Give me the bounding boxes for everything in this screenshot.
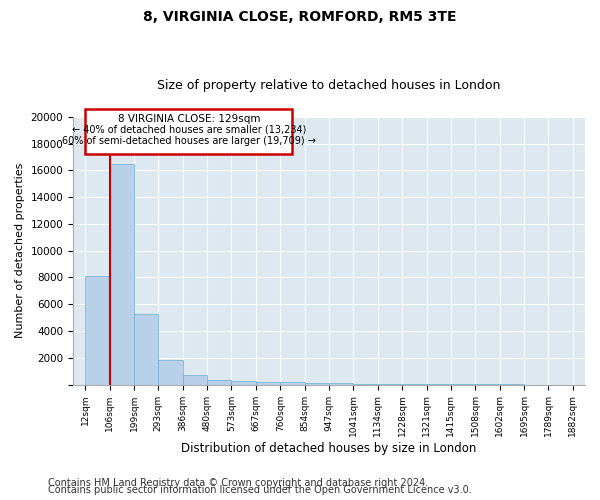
Text: Contains HM Land Registry data © Crown copyright and database right 2024.: Contains HM Land Registry data © Crown c… [48, 478, 428, 488]
Text: 8, VIRGINIA CLOSE, ROMFORD, RM5 3TE: 8, VIRGINIA CLOSE, ROMFORD, RM5 3TE [143, 10, 457, 24]
Title: Size of property relative to detached houses in London: Size of property relative to detached ho… [157, 79, 501, 92]
Bar [158, 360, 183, 384]
Bar [85, 108, 292, 154]
Text: ← 40% of detached houses are smaller (13,234): ← 40% of detached houses are smaller (13… [71, 125, 306, 135]
Text: 8 VIRGINIA CLOSE: 129sqm: 8 VIRGINIA CLOSE: 129sqm [118, 114, 260, 124]
Y-axis label: Number of detached properties: Number of detached properties [15, 163, 25, 338]
Bar [232, 381, 256, 384]
Text: Contains public sector information licensed under the Open Government Licence v3: Contains public sector information licen… [48, 485, 472, 495]
Bar [256, 382, 280, 384]
Bar [305, 382, 329, 384]
Bar [110, 164, 134, 384]
Bar [85, 276, 110, 384]
X-axis label: Distribution of detached houses by size in London: Distribution of detached houses by size … [181, 442, 477, 455]
Text: 60% of semi-detached houses are larger (19,709) →: 60% of semi-detached houses are larger (… [62, 136, 316, 145]
Bar [183, 375, 207, 384]
Bar [134, 314, 158, 384]
Bar [207, 380, 232, 384]
Bar [280, 382, 305, 384]
